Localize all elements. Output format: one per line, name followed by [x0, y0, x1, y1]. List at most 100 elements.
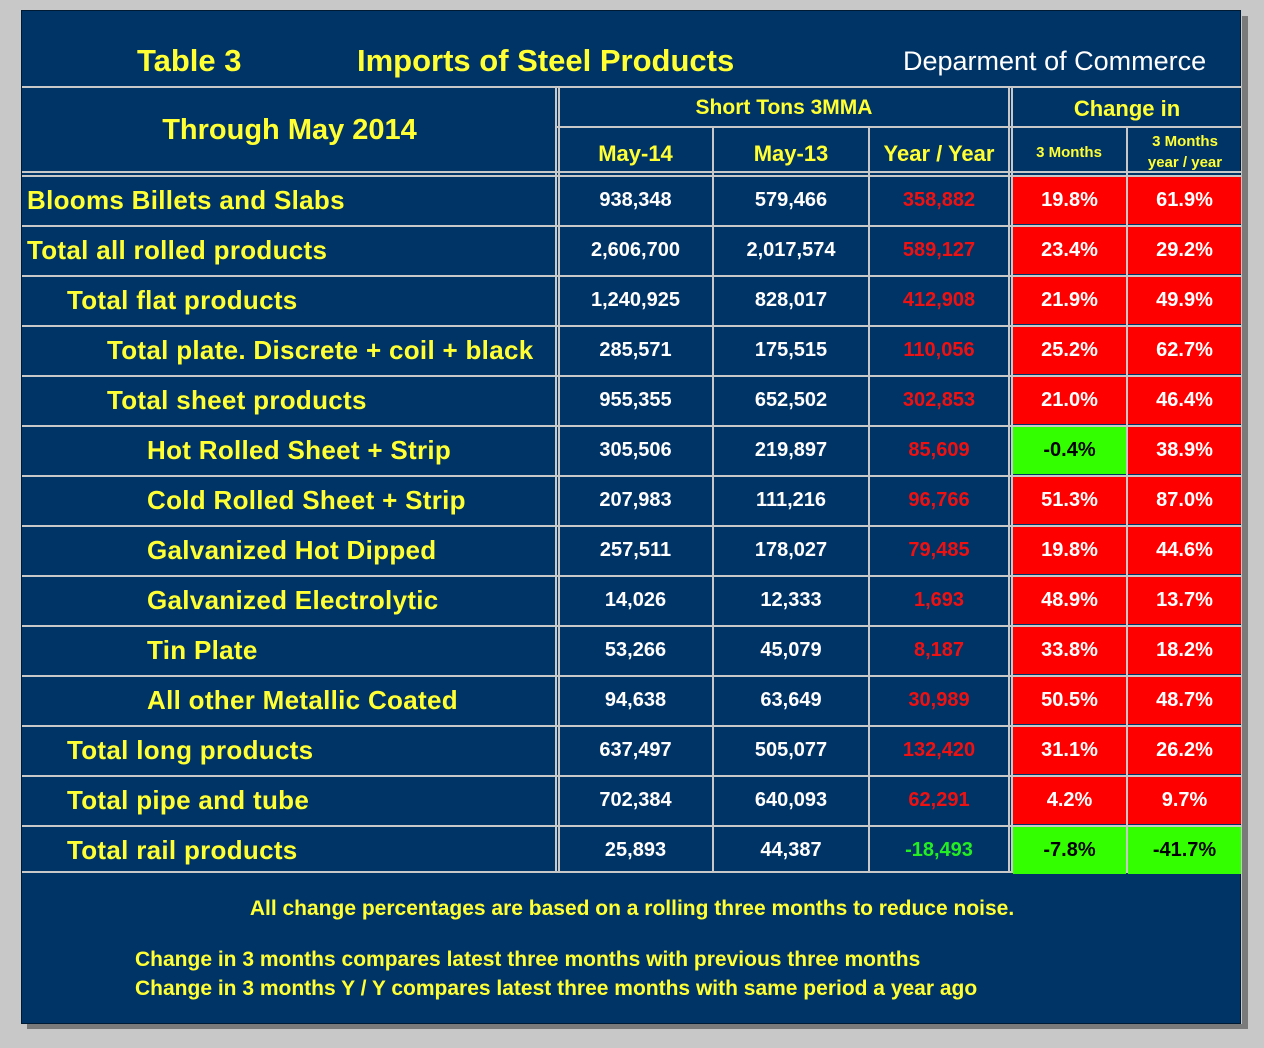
row-divider — [22, 375, 1242, 377]
change-3m-cell: 21.9% — [1013, 277, 1126, 324]
row-divider — [22, 475, 1242, 477]
may14-value: 94,638 — [604, 688, 667, 711]
row-divider — [22, 775, 1242, 777]
may14-value: 938,348 — [599, 188, 672, 211]
yoy-change-value: 589,127 — [902, 238, 976, 261]
change-in-heading: Change in — [1073, 96, 1181, 121]
change-3m-yy-cell: 18.2% — [1128, 627, 1241, 674]
change-3m-yy-cell: -41.7% — [1128, 827, 1241, 874]
table-panel: Table 3 Imports of Steel Products Deparm… — [21, 10, 1242, 1024]
row-label: Total long products — [67, 735, 314, 765]
yoy-change-value: 62,291 — [908, 788, 970, 811]
group-header-divider — [557, 126, 1242, 128]
row-label: Total rail products — [67, 835, 298, 865]
yoy-change-value: 85,609 — [908, 438, 970, 461]
may14-value: 14,026 — [604, 588, 667, 611]
yoy-change-value: 8,187 — [913, 638, 965, 661]
may14-value: 305,506 — [599, 438, 672, 461]
panel-shadow-bottom — [27, 1024, 1248, 1029]
change-3m-yy-cell: 9.7% — [1128, 777, 1241, 824]
table-title: Imports of Steel Products — [357, 43, 735, 78]
change-3m-yy-cell: 29.2% — [1128, 227, 1241, 274]
short-tons-heading: Short Tons 3MMA — [695, 96, 873, 119]
may14-value: 257,511 — [599, 538, 672, 561]
row-divider — [22, 625, 1242, 627]
change-3m-yy-cell: 62.7% — [1128, 327, 1241, 374]
may13-value: 828,017 — [754, 288, 828, 311]
change-3m-cell: 19.8% — [1013, 177, 1126, 224]
change-column-divider-a — [1008, 88, 1010, 871]
may13-value: 505,077 — [754, 738, 828, 761]
yoy-change-value: 132,420 — [902, 738, 976, 761]
row-label: Total plate. Discrete + coil + black — [107, 335, 534, 365]
change-3m-cell: 23.4% — [1013, 227, 1126, 274]
may13-value: 652,502 — [754, 388, 828, 411]
row-label: All other Metallic Coated — [147, 685, 458, 715]
may14-value: 2,606,700 — [591, 238, 680, 261]
may13-value: 2,017,574 — [746, 238, 836, 261]
row-label: Total pipe and tube — [67, 785, 310, 815]
row-divider — [22, 325, 1242, 327]
label-column-divider-b — [558, 88, 560, 871]
row-divider — [22, 725, 1242, 727]
may14-value: 702,384 — [599, 788, 672, 811]
may14-value: 53,266 — [604, 638, 667, 661]
change-3m-yy-cell: 49.9% — [1128, 277, 1241, 324]
change-3m-cell: -0.4% — [1013, 427, 1126, 474]
may13-value: 44,387 — [760, 838, 822, 861]
may14-value: 207,983 — [599, 488, 672, 511]
may14-value: 1,240,925 — [591, 288, 680, 311]
may13-value: 219,897 — [754, 438, 828, 461]
row-label: Total sheet products — [107, 385, 367, 415]
change-3m-yy-cell: 38.9% — [1128, 427, 1241, 474]
table-label: Table 3 — [137, 43, 242, 78]
may14-value: 25,893 — [604, 838, 667, 861]
may13-value: 579,466 — [754, 188, 828, 211]
yoy-change-value: -18,493 — [905, 838, 973, 861]
change-3m-yy-cell: 44.6% — [1128, 527, 1241, 574]
panel-shadow-right — [1242, 16, 1248, 1028]
may14-value: 955,355 — [599, 388, 672, 411]
row-divider — [22, 425, 1242, 427]
row-label: Cold Rolled Sheet + Strip — [147, 485, 466, 515]
yoy-change-value: 1,693 — [913, 588, 965, 611]
row-divider — [22, 525, 1242, 527]
may13-column-header: May-13 — [753, 141, 829, 166]
change-3m-yy-cell: 61.9% — [1128, 177, 1241, 224]
row-divider — [22, 225, 1242, 227]
row-label: Galvanized Electrolytic — [147, 585, 439, 615]
source-label: Deparment of Commerce — [903, 46, 1207, 76]
row-label: Blooms Billets and Slabs — [27, 185, 345, 215]
may13-value: 175,515 — [754, 338, 828, 361]
row-label: Galvanized Hot Dipped — [147, 535, 437, 565]
change-3m-cell: 51.3% — [1013, 477, 1126, 524]
period-heading: Through May 2014 — [162, 114, 417, 146]
row-label: Hot Rolled Sheet + Strip — [147, 435, 452, 465]
may13-value: 63,649 — [760, 688, 822, 711]
note-three-months-yy: Change in 3 months Y / Y compares latest… — [135, 977, 978, 1000]
row-divider — [22, 575, 1242, 577]
header-divider-top — [22, 171, 1242, 173]
change-3m-cell: 50.5% — [1013, 677, 1126, 724]
may14-column-header: May-14 — [598, 141, 673, 166]
may13-value: 12,333 — [760, 588, 822, 611]
change-3m-cell: 21.0% — [1013, 377, 1126, 424]
may13-value: 45,079 — [760, 638, 822, 661]
yoy-column-divider — [868, 128, 870, 871]
change-column-divider-b — [1011, 88, 1013, 871]
three-months-yy-header-line1: 3 Months — [1152, 133, 1218, 150]
may13-column-divider — [712, 128, 714, 871]
note-rolling-average: All change percentages are based on a ro… — [249, 897, 1015, 920]
change-3m-yy-cell: 13.7% — [1128, 577, 1241, 624]
yoy-change-value: 79,485 — [908, 538, 970, 561]
may13-value: 178,027 — [754, 538, 828, 561]
change-3m-yy-cell: 26.2% — [1128, 727, 1241, 774]
row-label: Total all rolled products — [27, 235, 328, 265]
change-3m-cell: 33.8% — [1013, 627, 1126, 674]
three-months-column-header: 3 Months — [1036, 144, 1102, 161]
yoy-change-value: 96,766 — [908, 488, 970, 511]
label-column-divider-a — [555, 88, 557, 871]
yoy-column-header: Year / Year — [883, 141, 995, 166]
change-3m-cell: 31.1% — [1013, 727, 1126, 774]
row-divider — [22, 275, 1242, 277]
